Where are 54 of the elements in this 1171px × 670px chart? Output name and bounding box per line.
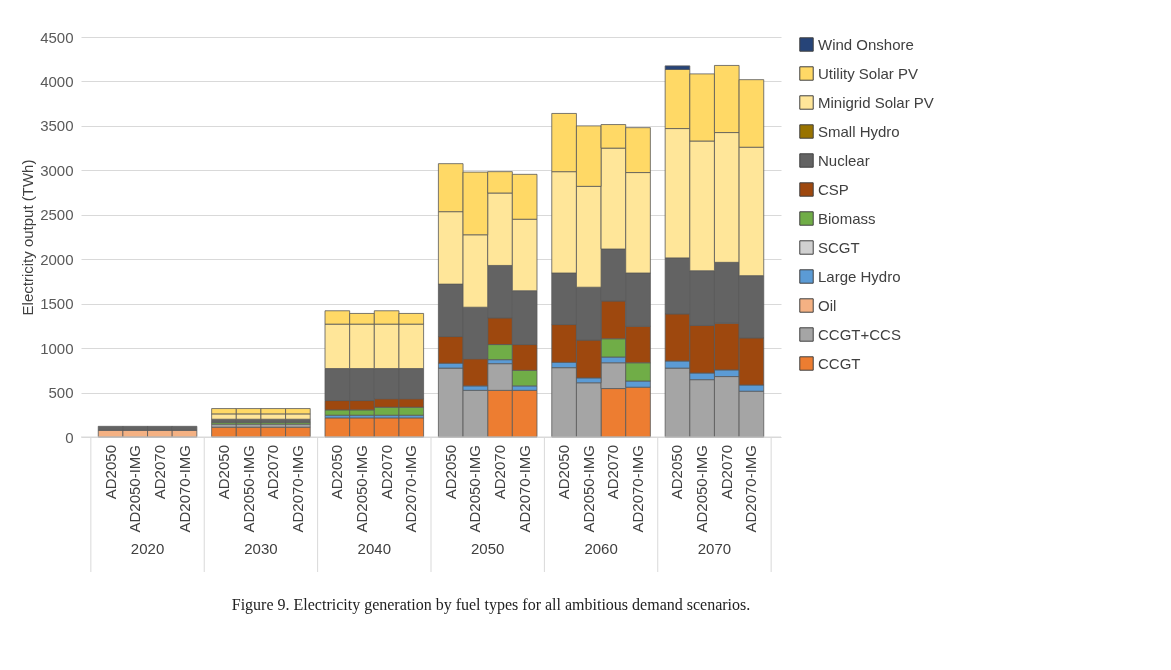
text: 2020 [130,540,165,557]
x-tick-label: AD2050 [214,445,232,500]
y-tick-label: 3000 [40,161,74,179]
y-tick-label: 4000 [40,72,74,90]
x-tick-label: AD2050 [441,445,459,500]
x-tick-label: AD2050 [101,445,119,500]
legend-label: SCGT [818,238,860,256]
y-tick-label: 2500 [40,206,74,224]
legend-label: Large Hydro [818,267,901,285]
x-tick-label: AD2070 [604,445,622,500]
legend-label: CCGT [818,354,861,372]
text: 2070 [697,540,732,557]
x-tick-label: AD2070-IMG [175,445,193,533]
y-tick-label: 2000 [40,250,74,268]
legend-label: Wind Onshore [818,35,914,53]
legend-label: Minigrid Solar PV [818,93,934,111]
x-tick-label: AD2050-IMG [126,445,144,533]
text: 2050 [471,540,505,557]
x-tick-label: AD2070 [150,445,168,500]
legend-label: Nuclear [818,151,870,169]
text: 2030 [244,540,278,557]
legend-label: Biomass [818,209,876,227]
x-tick-label: AD2070-IMG [515,445,533,533]
y-tick-label: 1500 [40,295,74,313]
y-tick-label: 3500 [40,117,74,135]
x-tick-label: AD2070 [264,445,282,500]
legend-label: CCGT+CCS [818,325,901,343]
x-tick-label: AD2050-IMG [466,445,484,533]
x-tick-label: AD2050-IMG [693,445,711,533]
x-tick-label: AD2050-IMG [239,445,257,533]
x-tick-label: AD2050 [328,445,346,500]
y-tick-label: 1000 [40,339,74,357]
x-tick-label: AD2050 [555,445,573,500]
x-tick-label: AD2070 [491,445,509,500]
y-tick-label: 4500 [40,28,74,46]
legend-label: Oil [818,296,837,314]
x-tick-label: AD2050-IMG [352,445,370,533]
x-tick-label: AD2070-IMG [742,445,760,533]
x-tick-label: AD2070-IMG [402,445,420,533]
caption: Figure 9. Electricity generation by fuel types for all ambitious demand scenarios. [231,596,751,614]
text: 2040 [357,540,391,557]
y-tick-label: 0 [65,428,74,446]
x-tick-label: AD2070 [717,445,735,500]
legend-label: Utility Solar PV [818,64,919,82]
legend-label: Small Hydro [818,122,900,140]
legend-label: CSP [818,180,849,198]
x-tick-label: AD2050 [668,445,686,500]
x-tick-label: AD2050-IMG [579,445,597,533]
x-tick-label: AD2070 [377,445,395,500]
y-axis-title: Electricity output (TWh) [19,159,37,316]
x-tick-label: AD2070-IMG [629,445,647,533]
x-tick-label: AD2070-IMG [288,445,306,533]
y-tick-label: 500 [48,384,74,402]
text: 2060 [584,540,618,557]
